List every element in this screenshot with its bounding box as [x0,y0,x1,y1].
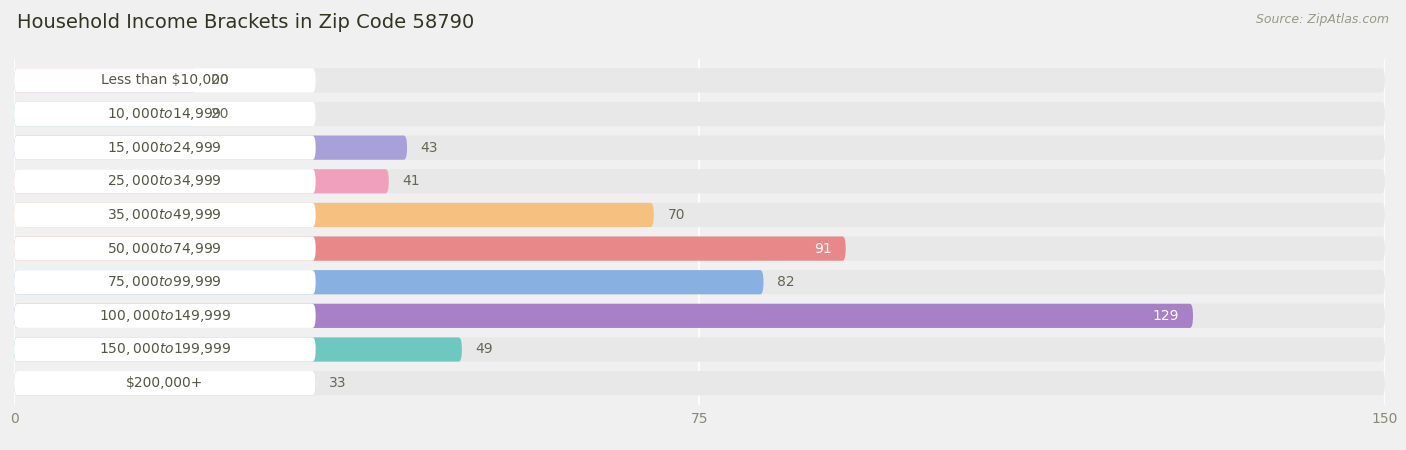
FancyBboxPatch shape [14,102,316,126]
FancyBboxPatch shape [14,304,316,328]
FancyBboxPatch shape [14,169,1385,194]
FancyBboxPatch shape [14,102,1385,126]
Text: $15,000 to $24,999: $15,000 to $24,999 [107,140,222,156]
FancyBboxPatch shape [14,203,654,227]
Text: 20: 20 [211,73,228,87]
Text: Less than $10,000: Less than $10,000 [101,73,229,87]
Text: $25,000 to $34,999: $25,000 to $34,999 [107,173,222,189]
FancyBboxPatch shape [14,135,408,160]
Text: $100,000 to $149,999: $100,000 to $149,999 [98,308,231,324]
FancyBboxPatch shape [14,203,1385,227]
FancyBboxPatch shape [14,68,197,93]
FancyBboxPatch shape [14,135,316,160]
Text: 20: 20 [211,107,228,121]
FancyBboxPatch shape [14,102,197,126]
FancyBboxPatch shape [14,169,316,194]
Text: 43: 43 [420,141,439,155]
Text: Household Income Brackets in Zip Code 58790: Household Income Brackets in Zip Code 58… [17,14,474,32]
Text: $50,000 to $74,999: $50,000 to $74,999 [107,241,222,256]
Text: 129: 129 [1153,309,1180,323]
FancyBboxPatch shape [14,371,316,395]
Text: 49: 49 [475,342,494,356]
Text: $75,000 to $99,999: $75,000 to $99,999 [107,274,222,290]
FancyBboxPatch shape [14,270,1385,294]
Text: Source: ZipAtlas.com: Source: ZipAtlas.com [1256,14,1389,27]
Text: $150,000 to $199,999: $150,000 to $199,999 [98,342,231,357]
FancyBboxPatch shape [14,270,316,294]
Text: 82: 82 [778,275,794,289]
Text: $10,000 to $14,999: $10,000 to $14,999 [107,106,222,122]
FancyBboxPatch shape [14,338,316,362]
Text: 91: 91 [814,242,832,256]
FancyBboxPatch shape [14,68,316,93]
FancyBboxPatch shape [14,68,1385,93]
FancyBboxPatch shape [14,203,316,227]
FancyBboxPatch shape [14,371,316,395]
FancyBboxPatch shape [14,236,316,261]
FancyBboxPatch shape [14,304,1385,328]
FancyBboxPatch shape [14,169,389,194]
FancyBboxPatch shape [14,371,1385,395]
FancyBboxPatch shape [14,270,763,294]
Text: 70: 70 [668,208,685,222]
Text: 33: 33 [329,376,347,390]
FancyBboxPatch shape [14,236,846,261]
Text: $200,000+: $200,000+ [127,376,204,390]
FancyBboxPatch shape [14,304,1192,328]
FancyBboxPatch shape [14,236,1385,261]
FancyBboxPatch shape [14,338,1385,362]
FancyBboxPatch shape [14,338,463,362]
Text: 41: 41 [402,174,420,188]
FancyBboxPatch shape [14,135,1385,160]
Text: $35,000 to $49,999: $35,000 to $49,999 [107,207,222,223]
